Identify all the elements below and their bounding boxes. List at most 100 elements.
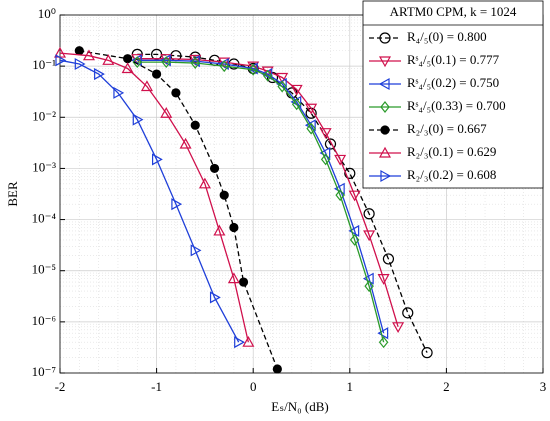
marker [324,138,337,150]
marker [55,54,67,67]
series [53,46,255,347]
y-axis-label: BER [5,181,20,207]
series-line [137,53,428,353]
marker [334,154,347,166]
marker [209,163,220,174]
legend-label: R₂/₃(0.2) = 0.608 [407,167,496,182]
marker [380,125,390,135]
legend-box [362,0,544,189]
marker [171,198,183,211]
marker [190,244,202,257]
y-tick-label: 10⁻¹ [32,57,56,72]
marker [132,56,143,69]
marker [248,63,258,76]
x-tick-label: 0 [250,379,257,394]
y-tick-label: 10⁻³ [32,159,56,174]
y-tick-label: 10⁻⁴ [32,211,57,226]
series [132,56,389,349]
y-tick-label: 10⁻² [32,108,56,123]
marker [348,224,360,237]
marker [261,66,274,78]
series-line [137,59,385,334]
marker [380,101,390,113]
marker [160,107,173,118]
x-tick-label: 2 [443,379,450,394]
series [55,54,245,349]
marker [242,335,255,347]
legend-label: Rˢ₄/₅(0.33) = 0.700 [407,98,506,113]
marker [189,51,201,63]
marker [140,80,153,92]
marker [305,103,318,115]
marker [74,58,86,71]
marker [219,190,229,200]
marker [190,57,201,69]
marker [152,153,163,166]
series-line [79,50,278,370]
marker [377,327,389,340]
legend-label: Rˢ₄/₅(0.2) = 0.750 [407,75,499,90]
marker [161,56,172,69]
marker [348,190,361,202]
marker [380,169,392,183]
marker [363,208,375,220]
marker [402,307,414,319]
marker [364,280,374,293]
marker [266,71,279,84]
marker [378,336,389,349]
legend-label: Rˢ₄/₅(0.1) = 0.777 [407,52,500,67]
marker [82,49,95,61]
plot-frame [59,14,544,374]
legend: ARTM0 CPM, k = 1024 R₄/₅(0) = 0.800 Rˢ₄/₅(… [362,0,544,189]
marker [171,88,181,98]
y-tick-label: 10⁻⁵ [32,262,56,277]
marker [238,277,249,287]
marker [219,60,229,73]
legend-label: R₂/₃(0) = 0.667 [407,121,487,136]
marker [306,122,316,135]
marker [349,233,360,246]
marker [378,146,392,158]
marker [198,177,211,189]
series-line [137,61,385,343]
series [131,54,405,334]
marker [94,68,105,81]
marker [335,189,345,202]
marker [132,113,144,126]
marker [382,253,395,265]
series [131,54,389,340]
marker [209,291,221,304]
marker [344,167,356,179]
marker [378,56,392,68]
marker [262,69,273,82]
marker [291,98,302,111]
series [74,46,282,374]
marker [276,72,289,84]
marker [123,54,133,64]
y-tick-label: 10⁰ [38,6,56,21]
marker [319,128,332,139]
marker [363,230,376,242]
x-tick-label: 3 [540,379,547,394]
x-tick-label: -1 [151,379,162,394]
legend-label: R₄/₅(0) = 0.800 [407,29,487,44]
marker [234,336,245,349]
series-line [59,59,240,343]
legend-label: R₂/₃(0.1) = 0.629 [407,144,496,159]
marker [74,46,84,56]
marker [392,322,405,334]
legend-title: ARTM0 CPM, k = 1024 [390,4,517,19]
marker [152,69,162,79]
marker [277,80,287,93]
marker [320,153,331,166]
x-axis-label: Eₛ/N₀ (dB) [271,399,328,414]
series-line [137,58,399,328]
marker [229,222,239,233]
x-tick-label: 1 [347,379,354,394]
marker [121,62,134,74]
marker [213,224,226,236]
y-tick-label: 10⁻⁷ [32,364,56,379]
y-tick-label: 10⁻⁶ [32,313,56,328]
marker [379,32,391,44]
